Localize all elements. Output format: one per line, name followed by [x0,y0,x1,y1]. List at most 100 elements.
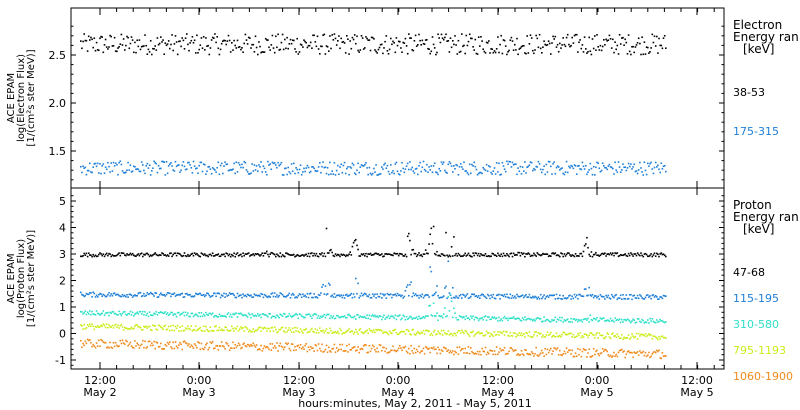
data-point [304,329,306,331]
data-point [151,292,153,295]
data-point [126,169,128,171]
data-point [556,165,559,167]
data-point [270,327,273,329]
data-point [189,42,191,44]
data-point [386,332,389,335]
data-point [332,254,335,257]
data-point [364,255,366,257]
data-point [323,293,326,295]
data-point [506,331,508,333]
data-point [578,293,580,296]
data-point [339,316,341,319]
data-point [625,41,628,44]
data-point [379,329,382,331]
data-point [328,313,330,316]
data-point [271,343,274,345]
data-point [324,316,327,319]
data-point [220,162,223,165]
data-point [419,161,421,164]
data-point [157,296,160,298]
data-point [515,336,517,338]
data-point [293,314,295,317]
data-point [118,345,120,347]
data-point [99,252,101,254]
data-point [587,352,589,354]
data-point [591,173,594,176]
data-point [475,316,478,319]
data-point [421,166,424,169]
data-point [520,295,523,297]
data-point [488,294,490,297]
data-point [331,294,333,297]
data-point [91,345,93,348]
data-point [129,42,132,45]
data-point [438,332,440,334]
data-point [557,166,560,168]
data-point [199,326,202,329]
data-point [506,293,508,296]
data-point [559,169,561,171]
data-point [251,330,253,333]
data-point [551,173,553,175]
data-point [247,344,250,346]
data-point [577,320,579,323]
data-point [379,43,382,46]
data-point [278,345,280,347]
data-point [587,294,589,297]
data-point [415,316,418,318]
data-point [316,349,319,352]
data-point [431,315,434,317]
data-point [102,293,105,296]
data-point [564,45,567,48]
data-point [169,163,171,165]
data-point [413,333,416,335]
data-point [142,310,144,313]
data-point [148,164,151,166]
data-point [606,168,608,171]
data-point [181,255,183,258]
data-point [541,320,543,323]
data-point [259,166,261,168]
data-point [533,318,535,321]
data-point [152,254,154,256]
data-point [641,297,643,299]
data-point [112,161,115,164]
data-point [612,319,614,322]
data-point [289,297,292,299]
data-point [648,296,650,298]
data-point [441,163,444,165]
data-point [226,295,229,297]
data-point [461,255,463,257]
data-point [84,328,87,330]
data-point [361,316,364,318]
data-point [298,293,301,295]
data-point [267,39,269,41]
data-point [556,335,559,338]
data-point [576,33,578,36]
series-1060-1900 [80,338,667,360]
data-point [574,352,577,354]
data-point [353,346,356,348]
data-point [172,341,174,344]
data-point [143,325,145,328]
data-point [423,333,426,335]
data-point [120,33,123,36]
data-point [376,253,378,255]
data-point [476,350,479,353]
data-point [557,297,560,300]
data-point [552,163,554,165]
data-point [477,319,480,322]
data-point [232,49,234,51]
data-point [654,351,657,354]
data-point [618,34,621,36]
data-point [393,349,395,352]
x-tick-date: May 3 [182,386,215,399]
data-point [477,36,480,38]
data-point [198,327,200,330]
data-point [205,311,207,314]
data-point [544,348,546,350]
data-point [435,53,437,56]
data-point [366,314,368,316]
data-point [321,316,323,318]
data-point [268,348,270,351]
